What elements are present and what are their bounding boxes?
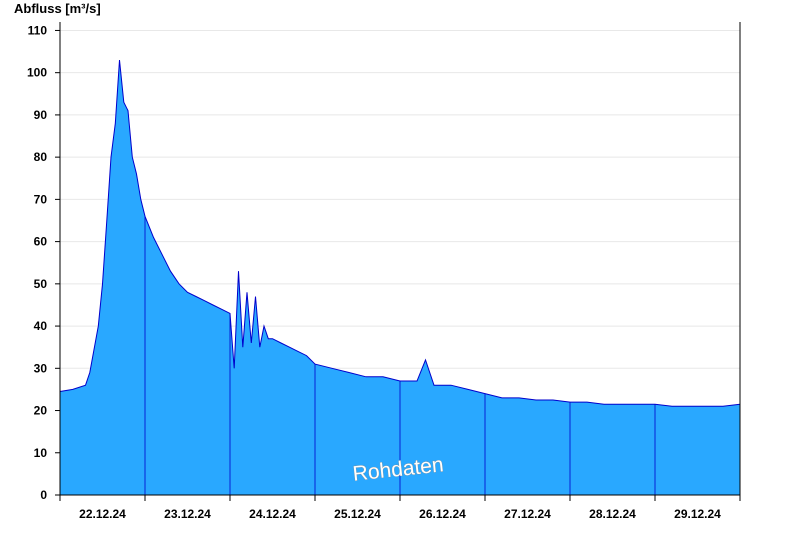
y-tick-label: 30 [34,361,48,375]
y-tick-label: 60 [34,235,48,249]
x-tick-label: 23.12.24 [164,507,211,521]
y-tick-label: 80 [34,150,48,164]
x-tick-label: 25.12.24 [334,507,381,521]
y-tick-label: 100 [27,66,47,80]
x-tick-label: 28.12.24 [589,507,636,521]
y-tick-label: 50 [34,277,48,291]
y-tick-label: 0 [40,488,47,502]
x-tick-label: 27.12.24 [504,507,551,521]
y-tick-label: 10 [34,446,48,460]
x-tick-label: 29.12.24 [674,507,721,521]
y-tick-label: 20 [34,404,48,418]
x-tick-label: 26.12.24 [419,507,466,521]
day-separator-lines [144,216,656,495]
discharge-line [59,59,741,407]
x-tick-label: 24.12.24 [249,507,296,521]
y-tick-label: 90 [34,108,48,122]
x-tick-label: 22.12.24 [79,507,126,521]
y-tick-label: 110 [28,23,48,37]
y-tick-label: 40 [34,319,48,333]
y-axis-label: Abfluss [m³/s] [14,1,101,16]
y-tick-label: 70 [34,192,48,206]
y-axis-ticks: 0 10 20 30 40 50 60 70 80 90 100 110 [27,23,60,502]
x-axis-ticks: 22.12.24 23.12.24 24.12.24 25.12.24 26.12.24… [59,495,741,521]
